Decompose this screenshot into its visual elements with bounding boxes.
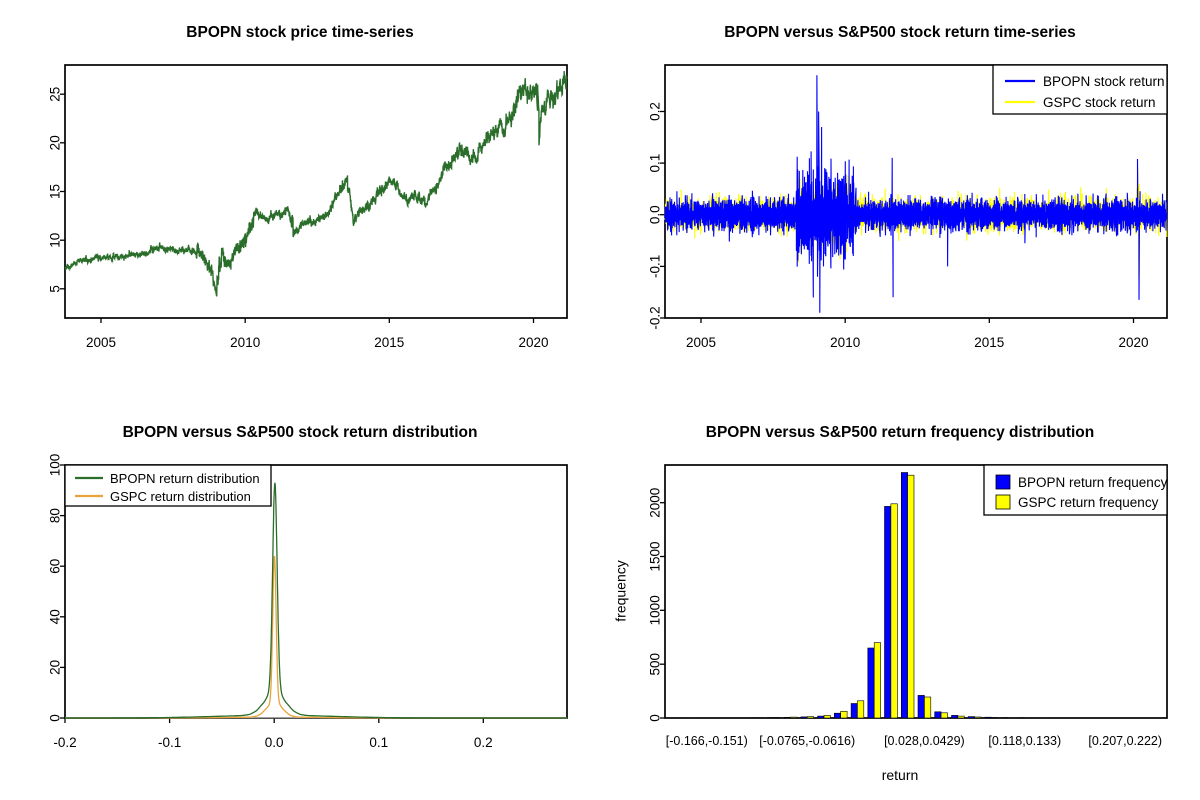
svg-text:10: 10 [48, 233, 63, 248]
svg-text:BPOPN versus S&P500 stock retu: BPOPN versus S&P500 stock return distrib… [123, 424, 478, 441]
svg-text:2015: 2015 [974, 335, 1004, 350]
svg-text:return: return [882, 767, 919, 783]
svg-text:BPOPN return frequency: BPOPN return frequency [1018, 475, 1168, 490]
svg-text:[0.118,0.133): [0.118,0.133) [988, 734, 1061, 748]
svg-text:BPOPN versus S&P500 return fre: BPOPN versus S&P500 return frequency dis… [706, 424, 1094, 441]
svg-text:2020: 2020 [1118, 335, 1148, 350]
svg-text:500: 500 [648, 653, 663, 676]
svg-text:0.0: 0.0 [265, 735, 284, 750]
svg-text:-0.2: -0.2 [53, 735, 76, 750]
svg-text:BPOPN return distribution: BPOPN return distribution [110, 471, 260, 486]
svg-text:[-0.0765,-0.0616): [-0.0765,-0.0616) [759, 734, 855, 748]
svg-text:-0.2: -0.2 [648, 306, 663, 329]
svg-text:BPOPN versus S&P500 stock retu: BPOPN versus S&P500 stock return time-se… [724, 24, 1076, 41]
svg-text:[0.207,0.222): [0.207,0.222) [1088, 734, 1162, 748]
svg-text:GSPC stock return: GSPC stock return [1043, 95, 1156, 110]
svg-text:40: 40 [48, 609, 63, 624]
svg-text:2020: 2020 [518, 335, 548, 350]
svg-text:BPOPN stock price time-series: BPOPN stock price time-series [186, 24, 413, 41]
svg-text:-0.1: -0.1 [648, 255, 663, 278]
svg-text:1000: 1000 [648, 595, 663, 625]
svg-text:BPOPN stock return: BPOPN stock return [1043, 74, 1165, 89]
svg-text:[-0.166,-0.151): [-0.166,-0.151) [666, 734, 748, 748]
svg-text:2010: 2010 [830, 335, 860, 350]
svg-text:0.2: 0.2 [474, 735, 493, 750]
svg-text:60: 60 [48, 559, 63, 574]
svg-text:0.1: 0.1 [648, 154, 663, 173]
svg-text:2000: 2000 [648, 488, 663, 518]
svg-text:0.2: 0.2 [648, 102, 663, 121]
svg-text:GSPC return distribution: GSPC return distribution [110, 489, 251, 504]
svg-text:5: 5 [48, 285, 63, 293]
svg-text:20: 20 [48, 135, 63, 150]
svg-text:15: 15 [48, 184, 63, 199]
svg-text:-0.1: -0.1 [158, 735, 181, 750]
svg-text:0: 0 [648, 714, 663, 722]
svg-text:80: 80 [48, 508, 63, 523]
svg-text:2010: 2010 [230, 335, 260, 350]
svg-text:2015: 2015 [374, 335, 404, 350]
svg-text:0.1: 0.1 [369, 735, 388, 750]
svg-text:1500: 1500 [648, 541, 663, 571]
svg-text:20: 20 [48, 660, 63, 675]
svg-text:0: 0 [48, 714, 63, 722]
svg-text:100: 100 [48, 454, 63, 477]
svg-text:0.0: 0.0 [648, 205, 663, 224]
svg-text:25: 25 [48, 87, 63, 102]
svg-text:frequency: frequency [613, 560, 629, 621]
svg-text:2005: 2005 [686, 335, 716, 350]
svg-text:[0.028,0.0429): [0.028,0.0429) [884, 734, 965, 748]
svg-text:2005: 2005 [86, 335, 116, 350]
svg-text:GSPC return frequency: GSPC return frequency [1018, 495, 1159, 510]
